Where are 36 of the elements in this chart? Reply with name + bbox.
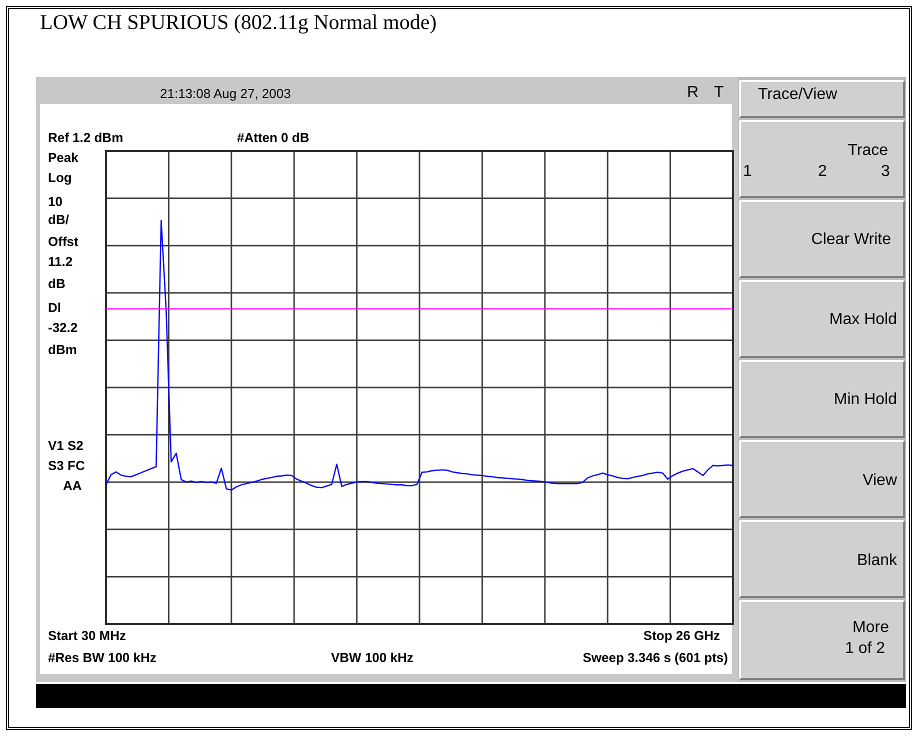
text: Start 30 MHz (48, 628, 126, 643)
text: Ref 1.2 dBm (48, 130, 124, 145)
text: 3 (881, 163, 890, 181)
text: Clear Write (811, 231, 891, 249)
text: T (714, 84, 724, 102)
text: AA (63, 478, 82, 493)
text: R (687, 84, 699, 102)
text: Blank (856, 552, 897, 570)
text: Offst (48, 234, 78, 249)
text: 1 (743, 163, 752, 181)
text: 2 (818, 163, 827, 181)
text: dB/ (48, 212, 69, 227)
text: Trace/View (758, 86, 838, 104)
text: Sweep 3.346 s (601 pts) (582, 650, 728, 665)
text: S3 FC (48, 458, 85, 473)
text: #Atten 0 dB (237, 130, 310, 145)
text: Peak (48, 150, 78, 165)
text: dB (48, 276, 66, 291)
chart-title: LOW CH SPURIOUS (802.11g Normal mode) (40, 10, 437, 35)
text: -32.2 (48, 320, 78, 335)
text: Max Hold (829, 311, 897, 329)
text: Trace (848, 142, 888, 160)
text: VBW 100 kHz (331, 650, 414, 665)
text: 1 of 2 (844, 640, 885, 658)
text: dBm (48, 342, 77, 357)
text: Stop 26 GHz (643, 628, 720, 643)
text: 11.2 (48, 254, 73, 269)
text: V1 S2 (48, 438, 84, 453)
text: Log (48, 170, 72, 185)
text: View (862, 472, 897, 490)
text: More (852, 619, 889, 637)
text: Min Hold (834, 391, 897, 409)
text: #Res BW 100 kHz (48, 650, 156, 665)
text: 10 (48, 194, 62, 209)
text: 21:13:08 Aug 27, 2003 (160, 86, 291, 101)
text: Dl (48, 300, 61, 315)
